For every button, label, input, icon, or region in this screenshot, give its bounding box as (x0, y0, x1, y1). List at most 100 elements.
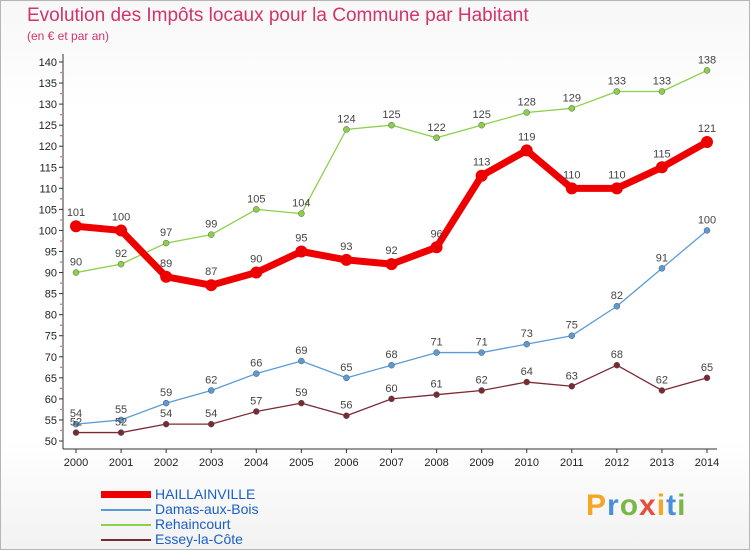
data-point-rehaincourt (703, 67, 711, 74)
data-point-haillainville (205, 279, 218, 292)
data-point-haillainville (70, 220, 82, 233)
y-minor-tick (60, 408, 62, 411)
y-minor-tick (60, 429, 62, 432)
y-minor-tick (60, 261, 62, 263)
legend-label: Essey-la-Côte (155, 531, 243, 547)
x-tick-label: 2007 (379, 457, 403, 469)
x-tick-label: 2008 (424, 457, 448, 469)
legend-swatch (101, 524, 151, 526)
data-point-haillainville (385, 258, 398, 271)
y-tick-label: 70 (45, 352, 57, 364)
data-label-essey-la-c-te: 61 (430, 379, 442, 391)
data-point-damas-aux-bois (117, 416, 125, 424)
data-point-rehaincourt (298, 210, 305, 217)
logo-letter: r (607, 489, 620, 522)
data-point-damas-aux-bois (478, 349, 485, 356)
y-minor-tick (60, 387, 62, 390)
data-label-essey-la-c-te: 57 (250, 396, 262, 408)
y-tick-label: 120 (39, 141, 57, 153)
data-point-rehaincourt (613, 88, 621, 95)
data-point-haillainville (520, 144, 533, 157)
y-minor-tick (60, 71, 62, 74)
y-tick-label: 140 (39, 57, 57, 69)
data-label-damas-aux-bois: 82 (611, 290, 623, 302)
data-label-damas-aux-bois: 68 (385, 349, 397, 361)
data-label-haillainville: 87 (205, 266, 217, 278)
x-tick-label: 2012 (605, 457, 629, 469)
data-label-rehaincourt: 124 (337, 113, 355, 125)
data-point-rehaincourt (343, 126, 350, 133)
y-minor-tick (60, 324, 62, 326)
data-point-damas-aux-bois (388, 361, 395, 369)
data-label-damas-aux-bois: 69 (295, 345, 307, 357)
data-point-haillainville (655, 161, 668, 174)
data-label-damas-aux-bois: 65 (340, 362, 352, 374)
data-label-rehaincourt: 122 (427, 122, 445, 134)
data-label-haillainville: 92 (385, 245, 397, 257)
x-tick-label: 2005 (289, 457, 313, 469)
data-label-damas-aux-bois: 55 (115, 404, 127, 416)
y-minor-tick (60, 282, 62, 284)
data-label-damas-aux-bois: 71 (476, 337, 488, 349)
data-label-haillainville: 101 (67, 207, 85, 219)
data-label-essey-la-c-te: 52 (115, 417, 127, 429)
legend-swatch (101, 539, 151, 541)
y-tick-label: 85 (45, 289, 57, 301)
data-label-rehaincourt: 129 (563, 92, 581, 104)
data-label-damas-aux-bois: 73 (521, 328, 533, 340)
data-label-rehaincourt: 125 (382, 109, 400, 121)
data-point-essey-la-c-te (478, 387, 485, 394)
data-label-haillainville: 110 (608, 169, 626, 181)
data-point-haillainville (160, 270, 173, 283)
data-point-damas-aux-bois (568, 332, 576, 339)
data-point-damas-aux-bois (703, 227, 711, 234)
data-point-essey-la-c-te (433, 391, 440, 398)
y-tick-label: 75 (45, 331, 57, 343)
x-tick-label: 2002 (154, 457, 178, 469)
data-point-essey-la-c-te (568, 383, 576, 390)
data-point-damas-aux-bois (207, 387, 215, 394)
data-point-haillainville (250, 266, 263, 279)
data-label-haillainville: 110 (563, 169, 581, 181)
chart-subtitle: (en € et par an) (27, 29, 110, 43)
data-label-rehaincourt: 104 (292, 198, 310, 210)
y-tick-label: 65 (45, 373, 57, 385)
data-point-damas-aux-bois (72, 420, 80, 428)
data-label-damas-aux-bois: 66 (250, 358, 262, 370)
y-tick-label: 80 (45, 310, 57, 322)
data-point-damas-aux-bois (523, 340, 530, 348)
data-label-essey-la-c-te: 59 (295, 387, 307, 399)
data-point-rehaincourt (388, 121, 395, 129)
logo-letter: i (677, 489, 687, 522)
data-label-rehaincourt: 97 (160, 227, 172, 239)
data-point-essey-la-c-te (298, 399, 305, 407)
data-point-essey-la-c-te (207, 420, 215, 428)
data-point-haillainville (340, 253, 353, 266)
data-point-essey-la-c-te (253, 408, 260, 415)
data-label-essey-la-c-te: 65 (701, 362, 713, 374)
data-point-rehaincourt (253, 206, 260, 213)
data-label-rehaincourt: 138 (698, 54, 716, 66)
y-minor-tick (60, 177, 62, 179)
x-tick-label: 2013 (650, 457, 674, 469)
data-label-damas-aux-bois: 54 (70, 408, 82, 420)
x-tick-label: 2006 (334, 457, 358, 469)
data-point-haillainville (115, 224, 128, 237)
data-label-essey-la-c-te: 60 (385, 383, 397, 395)
logo-letter: t (666, 489, 678, 522)
data-label-haillainville: 89 (160, 258, 172, 270)
x-tick-label: 2011 (560, 457, 584, 469)
y-tick-label: 50 (45, 436, 57, 448)
data-label-haillainville: 100 (112, 211, 130, 223)
data-label-rehaincourt: 92 (115, 248, 127, 260)
legend-swatch (101, 491, 151, 498)
data-point-rehaincourt (478, 121, 485, 129)
y-minor-tick (60, 345, 62, 348)
data-point-essey-la-c-te (388, 395, 395, 403)
data-point-damas-aux-bois (658, 265, 666, 272)
data-point-rehaincourt (207, 231, 215, 238)
data-point-rehaincourt (433, 134, 440, 142)
data-label-rehaincourt: 133 (608, 75, 626, 87)
data-label-haillainville: 115 (653, 148, 671, 160)
y-tick-label: 135 (39, 78, 57, 90)
